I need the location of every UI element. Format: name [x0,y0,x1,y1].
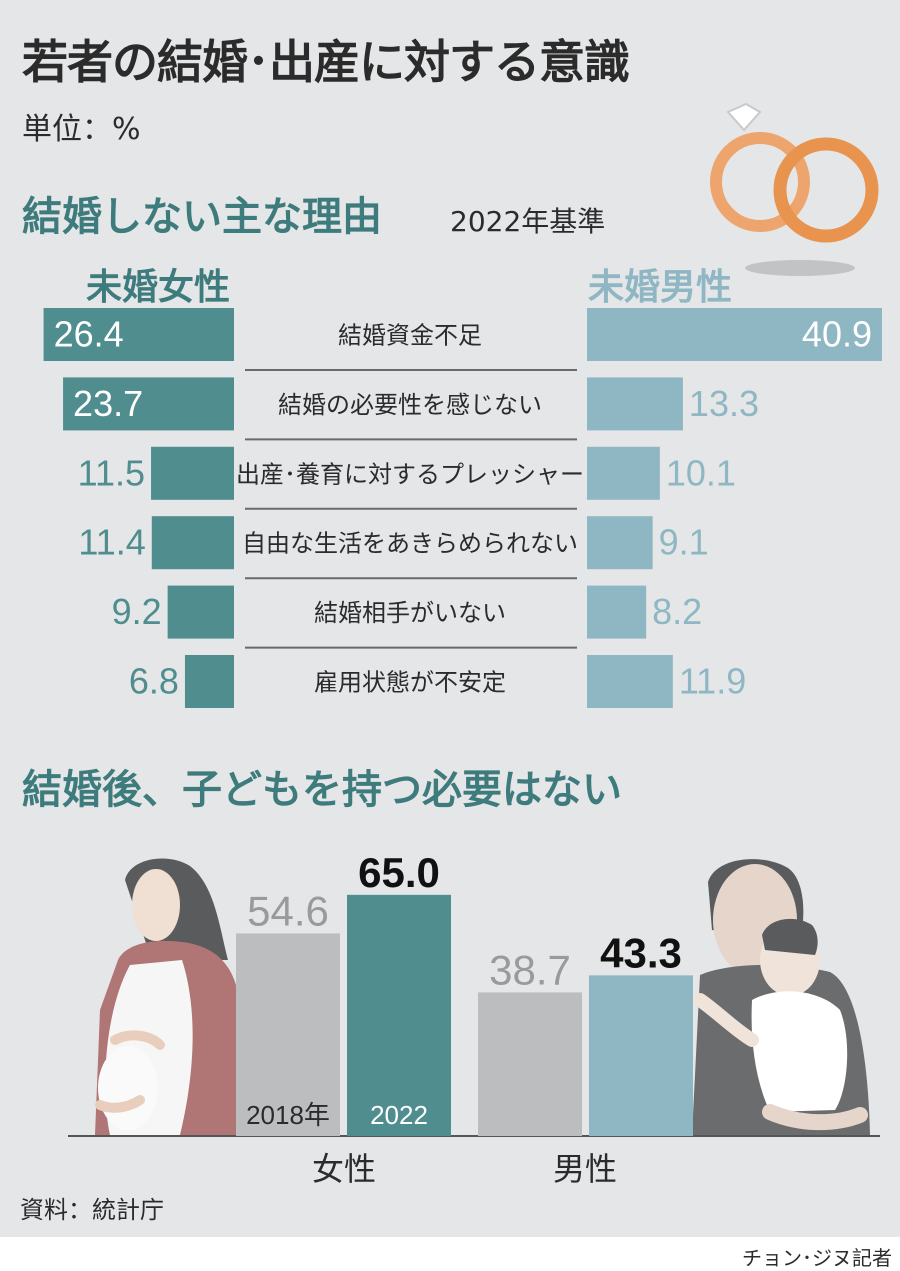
children-value-label: 54.6 [247,887,329,934]
children-bar [347,894,451,1136]
children-value-label: 38.7 [489,946,571,993]
female-bar [43,308,234,361]
category-label: 結婚の必要性を感じない [278,392,542,419]
category-label: 自由な生活をあきらめられない [242,531,578,558]
wedding-rings-icon [710,102,879,276]
male-value-label: 10.1 [666,452,736,493]
male-bar [587,585,647,639]
group-label: 女性 [312,1151,376,1187]
male-series-header: 未婚男性 [588,267,733,308]
male-value-label: 40.9 [802,314,872,355]
female-bar [63,377,234,431]
group-label: 男性 [553,1151,617,1187]
male-value-label: 8.2 [652,591,702,632]
children-value-label: 65.0 [358,849,440,896]
male-value-label: 13.3 [689,383,759,424]
category-label: 雇用状態が不安定 [314,670,506,697]
male-bar [587,308,882,361]
reasons-chart-subtitle: 2022年基準 [450,205,606,238]
children-chart: 54.6 2018年 65.0 2022 女性 38.7 43.3 男性 [236,849,693,1187]
category-label: 出産･養育に対するプレッシャー [236,461,584,488]
series-label: 2018年 [246,1100,330,1130]
male-value-label: 9.1 [659,522,709,563]
female-bar [151,516,234,570]
unit-label: 単位：% [22,112,141,147]
children-bar [589,975,693,1136]
chart-canvas: 26.4 40.9 結婚資金不足 23.7 13.3 結婚の必要性を感じない 11.5 10.… [43,102,882,1187]
male-value-label: 11.9 [679,661,746,702]
category-label: 結婚相手がいない [314,600,506,627]
father-child-illustration [692,859,870,1135]
children-chart-title: 結婚後、子どもを持つ必要はない [22,767,622,813]
reporter-credit: チョン･ジヌ記者 [742,1246,892,1270]
children-bar [478,992,582,1136]
male-bar [587,446,660,500]
female-value-label: 26.4 [54,314,124,355]
female-value-label: 11.5 [78,452,145,493]
female-series-header: 未婚女性 [86,267,231,308]
main-title: 若者の結婚･出産に対する意識 [22,35,630,89]
series-label: 2022 [370,1100,428,1130]
female-bar [167,585,234,639]
male-bar [587,377,683,431]
female-value-label: 9.2 [112,591,162,632]
category-label: 結婚資金不足 [338,323,482,350]
female-bar [184,655,234,708]
male-bar [587,655,673,708]
reasons-chart-title: 結婚しない主な理由 [22,194,382,240]
children-value-label: 43.3 [600,929,682,976]
female-bar [151,446,234,500]
pregnant-woman-illustration [95,858,245,1135]
reasons-chart: 26.4 40.9 結婚資金不足 23.7 13.3 結婚の必要性を感じない 11.5 10.… [43,308,882,708]
children-bar [236,933,340,1136]
source-note: 資料：統計庁 [20,1196,164,1224]
female-value-label: 23.7 [73,383,143,424]
female-value-label: 6.8 [129,661,179,702]
female-value-label: 11.4 [78,522,145,563]
male-bar [587,516,653,570]
